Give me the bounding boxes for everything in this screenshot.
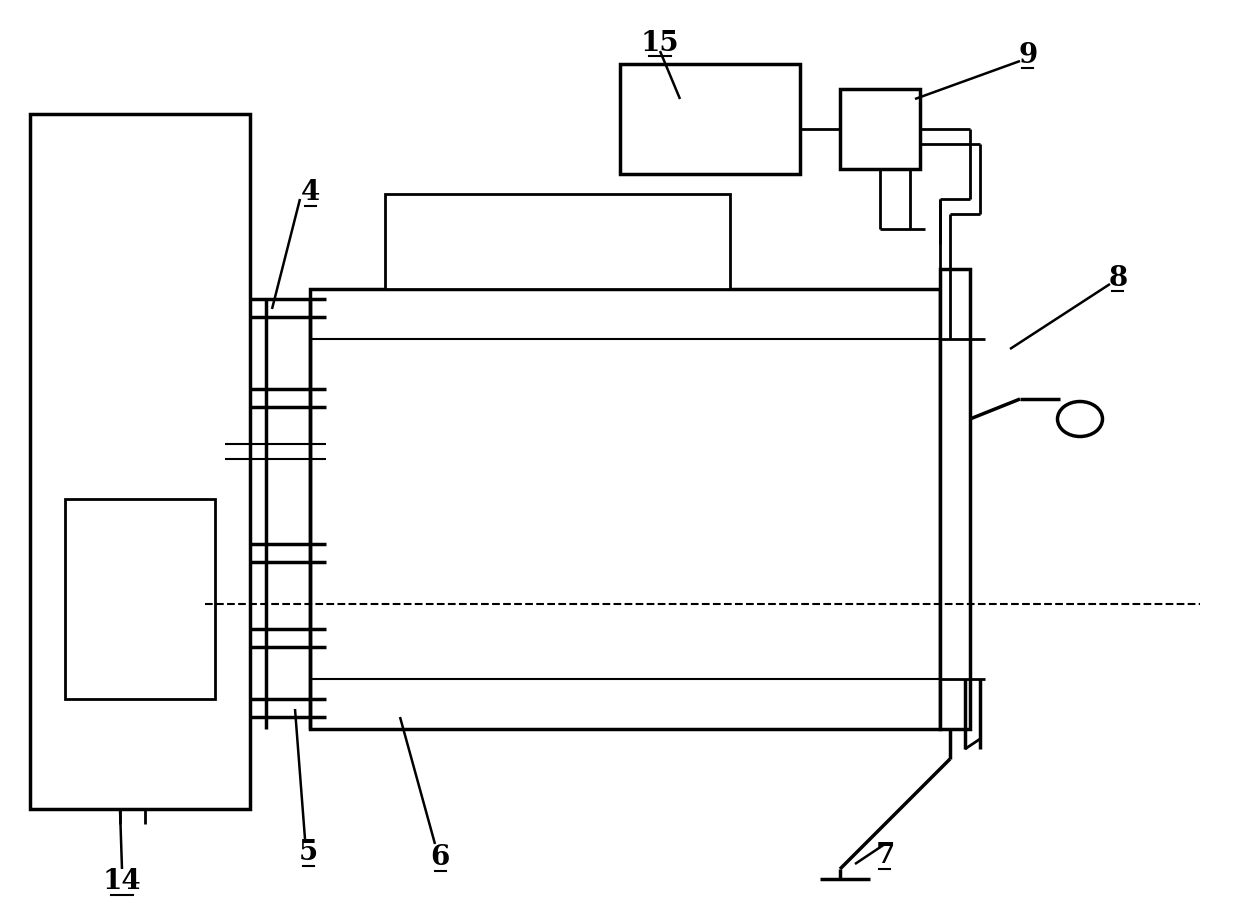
Bar xyxy=(64,499,215,699)
Bar xyxy=(384,195,730,289)
Bar xyxy=(620,65,800,175)
Text: 14: 14 xyxy=(103,868,141,894)
Text: 8: 8 xyxy=(1109,265,1127,291)
Text: 4: 4 xyxy=(300,179,320,206)
Bar xyxy=(839,90,920,170)
Text: 5: 5 xyxy=(299,838,317,866)
Ellipse shape xyxy=(1058,403,1102,437)
Bar xyxy=(30,115,250,809)
Text: 15: 15 xyxy=(641,29,680,56)
Text: 7: 7 xyxy=(875,842,895,868)
Bar xyxy=(310,289,940,729)
Text: 9: 9 xyxy=(1018,41,1038,68)
Bar xyxy=(940,269,970,729)
Text: 6: 6 xyxy=(430,844,450,870)
